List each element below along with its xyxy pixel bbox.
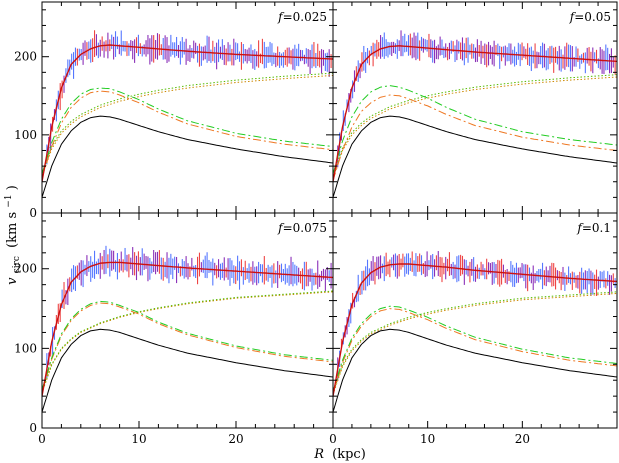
halo-curve-orange [333, 292, 617, 395]
disk-curve-green [333, 305, 617, 392]
bulge-curve [333, 328, 617, 413]
panel-plot-area [42, 30, 333, 198]
panel-frame [332, 212, 618, 429]
y-tick-label: 200 [14, 262, 37, 276]
y-axis-subscript: circ [12, 256, 22, 273]
panel-1: 0 100 200 f=0.025 [14, 1, 334, 220]
halo-curve-green [333, 291, 617, 394]
halo-curve-orange [42, 75, 333, 177]
disk-curve-orange [42, 90, 333, 178]
disk-curve-green [42, 87, 333, 175]
bulge-curve [333, 115, 617, 198]
x-tick-label: 10 [420, 432, 435, 446]
panel-label: f=0.075 [277, 221, 327, 235]
x-axis-symbol: R [313, 447, 324, 462]
x-tick-label: 20 [228, 432, 243, 446]
panel-2: f=0.05 [332, 1, 618, 214]
bulge-curve [42, 328, 333, 413]
total-model-curve [42, 261, 333, 397]
panel-label: f=0.1 [576, 221, 611, 235]
panel-label-value: =0.075 [283, 221, 327, 235]
panel-label-symbol: f [277, 10, 285, 24]
panel-frame [41, 212, 334, 429]
x-tick-label: 0 [38, 432, 46, 446]
panel-label-symbol: f [569, 10, 577, 24]
disk-curve-orange [333, 308, 617, 394]
panel-label-symbol: f [277, 221, 285, 235]
disk-curve-orange [42, 302, 333, 392]
y-tick-label: 100 [14, 341, 37, 355]
total-model-curve [42, 44, 333, 182]
halo-curve-green [42, 290, 333, 393]
bulge-curve [42, 115, 333, 198]
panel-frame [41, 1, 334, 214]
y-tick-label: 0 [29, 421, 37, 435]
y-axis-label: v circ (km s −1 ) [0, 185, 23, 285]
panel-label-value: =0.1 [582, 221, 611, 235]
y-axis-unit-exp: −1 [4, 194, 14, 207]
y-tick-label: 0 [29, 206, 37, 220]
y-tick-label: 200 [14, 50, 37, 64]
panel-plot-area [333, 30, 617, 198]
x-tick-label: 10 [131, 432, 146, 446]
y-axis-unit-pre: (km s [5, 212, 20, 248]
x-axis-label: R (kpc) [313, 447, 366, 462]
panel-label: f=0.05 [569, 10, 611, 24]
total-model-curve [333, 263, 617, 397]
y-axis-unit-post: ) [5, 185, 20, 190]
panel-frame [332, 1, 618, 214]
y-tick-label: 100 [14, 128, 37, 142]
panel-label: f=0.025 [277, 10, 327, 24]
y-axis-symbol: v [5, 277, 20, 285]
total-model-curve [333, 45, 617, 182]
panel-4: 0 10 20 f=0.1 [329, 212, 618, 446]
halo-curve-orange [42, 291, 333, 394]
x-axis-unit: (kpc) [332, 447, 366, 462]
disk-curve-green [42, 300, 333, 390]
panel-label-value: =0.05 [574, 10, 611, 24]
disk-curve-orange [333, 94, 617, 181]
x-tick-label: 0 [329, 432, 337, 446]
halo-curve-orange [333, 76, 617, 178]
disk-curve-green [333, 85, 617, 175]
x-tick-label: 20 [515, 432, 530, 446]
panel-label-value: =0.025 [283, 10, 327, 24]
panel-label-symbol: f [576, 221, 584, 235]
panel-plot-area [42, 245, 333, 413]
panel-plot-area [333, 251, 617, 413]
